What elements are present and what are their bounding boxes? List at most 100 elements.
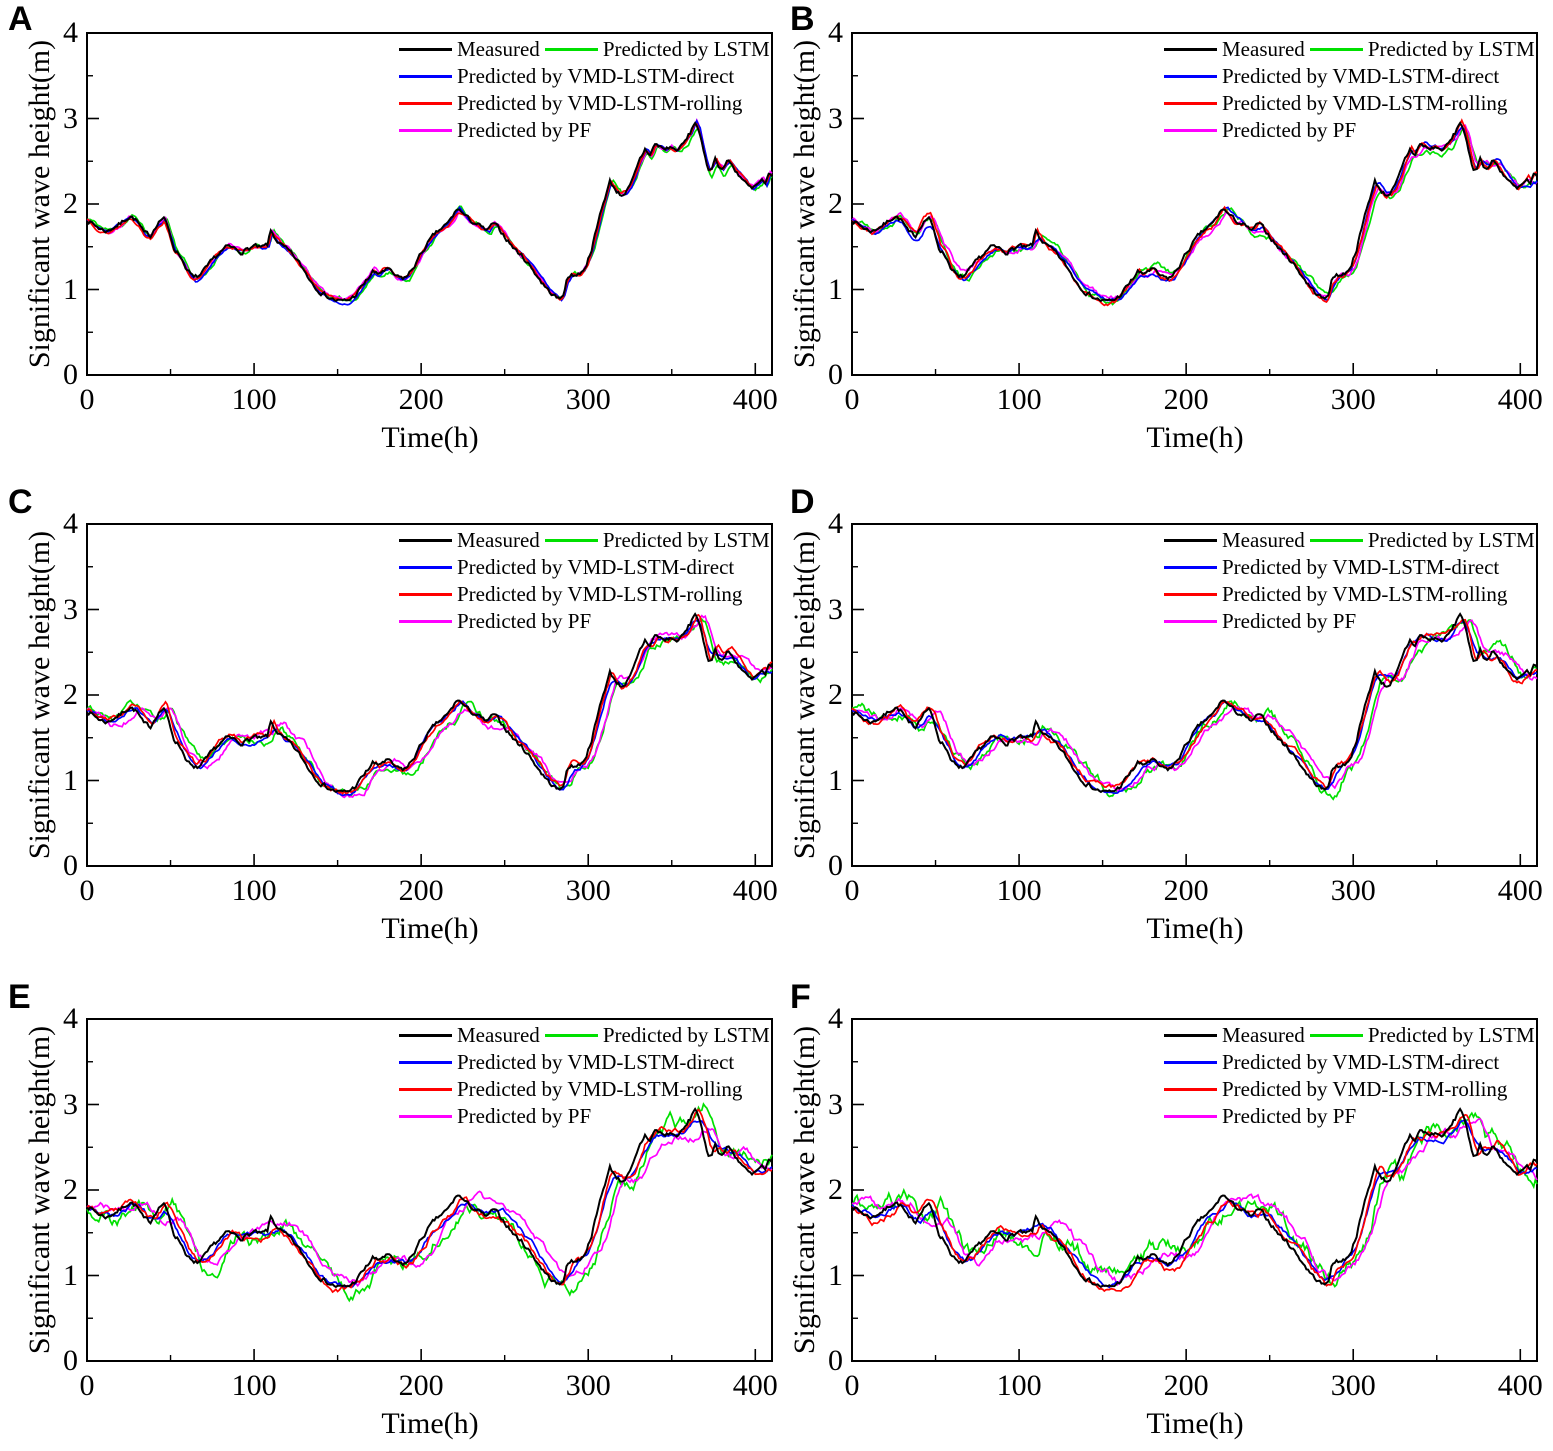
series-vmd-lstm-direct: [851, 1118, 1538, 1289]
panel-c: C Significant wave height(m) Time(h) Mea…: [0, 485, 788, 956]
legend-entry-lstm: Predicted by LSTM: [544, 1023, 770, 1048]
y-tick-label: 3: [828, 1087, 843, 1121]
legend-row: Measured Predicted by LSTM: [399, 36, 770, 63]
series-pf: [851, 1118, 1538, 1287]
legend-label: Predicted by VMD-LSTM-direct: [457, 555, 735, 579]
x-axis-title: Time(h): [381, 421, 479, 454]
x-axis-title: Time(h): [1146, 421, 1244, 454]
legend-label: Predicted by VMD-LSTM-direct: [1222, 1050, 1500, 1074]
y-tick-label: 2: [63, 1173, 78, 1206]
y-tick-label: 3: [63, 101, 78, 135]
x-axis-title: Time(h): [1146, 912, 1244, 945]
panel-d: D Significant wave height(m) Time(h) Mea…: [765, 485, 1553, 956]
legend-entry-pf: Predicted by PF: [399, 118, 591, 143]
legend-line-measured: [1164, 1034, 1217, 1037]
legend: Measured Predicted by LSTM Predicted by VM…: [1164, 36, 1535, 144]
y-tick-label: 0: [828, 849, 843, 882]
x-tick-label: 200: [398, 1369, 444, 1402]
legend-entry-vmd-lstm-rolling: Predicted by VMD-LSTM-rolling: [1164, 582, 1507, 607]
plot-area: [86, 1018, 773, 1362]
y-tick-label: 3: [828, 592, 843, 626]
series-measured: [86, 121, 773, 303]
legend-line-measured: [399, 1034, 452, 1037]
x-axis-title: Time(h): [1146, 1407, 1244, 1440]
legend-label: Predicted by LSTM: [602, 37, 770, 61]
legend-entry-lstm: Predicted by LSTM: [1309, 1023, 1535, 1048]
legend-row: Predicted by PF: [1164, 608, 1535, 635]
y-tick-label: 1: [63, 272, 78, 306]
legend-line-lstm: [544, 539, 598, 542]
y-tick-label: 2: [828, 1173, 843, 1206]
series-vmd-lstm-rolling: [851, 118, 1538, 307]
panel-a: A Significant wave height(m) Time(h) Mea…: [0, 0, 788, 465]
x-tick-label: 400: [1497, 1369, 1543, 1402]
legend-entry-pf: Predicted by PF: [1164, 609, 1356, 634]
series-pf: [86, 1127, 773, 1288]
x-tick-label: 0: [844, 874, 860, 907]
series-measured: [851, 612, 1538, 794]
x-tick-label: 400: [1497, 383, 1543, 416]
legend: Measured Predicted by LSTM Predicted by VM…: [1164, 1022, 1535, 1130]
legend-label: Measured: [1222, 1023, 1305, 1047]
legend-row: Predicted by VMD-LSTM-direct: [399, 554, 770, 581]
legend-line-vmd-lstm-rolling: [1164, 102, 1217, 105]
legend-entry-pf: Predicted by PF: [399, 1104, 591, 1129]
series-lstm: [851, 128, 1538, 306]
legend-entry-pf: Predicted by PF: [1164, 118, 1356, 143]
legend-label: Predicted by PF: [1222, 1104, 1357, 1128]
x-tick-label: 400: [1497, 874, 1543, 907]
legend-row: Predicted by VMD-LSTM-rolling: [399, 581, 770, 608]
legend-entry-measured: Measured: [1164, 1023, 1305, 1048]
legend-entry-measured: Measured: [399, 1023, 540, 1048]
x-tick-label: 200: [1163, 1369, 1209, 1402]
series-measured: [86, 612, 773, 794]
legend-line-lstm: [1309, 1034, 1363, 1037]
legend-line-measured: [399, 539, 452, 542]
legend-entry-lstm: Predicted by LSTM: [544, 528, 770, 553]
x-tick-label: 0: [79, 383, 95, 416]
series-vmd-lstm-direct: [851, 620, 1538, 795]
legend-line-lstm: [1309, 48, 1363, 51]
series-measured: [86, 1107, 773, 1289]
y-tick-label: 3: [63, 1087, 78, 1121]
legend-label: Predicted by LSTM: [1367, 528, 1535, 552]
legend-line-measured: [399, 48, 452, 51]
legend-line-vmd-lstm-direct: [399, 1061, 452, 1064]
legend-row: Predicted by VMD-LSTM-rolling: [1164, 581, 1535, 608]
y-tick-label: 4: [828, 507, 843, 540]
legend-line-lstm: [544, 48, 598, 51]
x-tick-label: 100: [996, 383, 1042, 416]
x-tick-label: 300: [565, 874, 611, 907]
legend-line-lstm: [1309, 539, 1363, 542]
legend-line-pf: [399, 1115, 452, 1118]
plot-area: [851, 32, 1538, 376]
y-tick-label: 4: [63, 16, 78, 49]
legend-entry-measured: Measured: [399, 37, 540, 62]
y-tick-label: 1: [828, 763, 843, 797]
y-tick-label: 2: [63, 187, 78, 220]
y-tick-label: 4: [63, 1002, 78, 1035]
legend-entry-lstm: Predicted by LSTM: [544, 37, 770, 62]
series-vmd-lstm-rolling: [86, 613, 773, 795]
legend-row: Predicted by VMD-LSTM-direct: [1164, 63, 1535, 90]
plot-area: [851, 523, 1538, 867]
y-tick-label: 4: [828, 1002, 843, 1035]
legend-row: Predicted by VMD-LSTM-direct: [1164, 554, 1535, 581]
legend-row: Predicted by VMD-LSTM-rolling: [399, 90, 770, 117]
legend-row: Measured Predicted by LSTM: [1164, 36, 1535, 63]
panel-letter: B: [790, 0, 815, 38]
legend-line-vmd-lstm-direct: [1164, 566, 1217, 569]
series-lstm: [851, 619, 1538, 801]
y-tick-label: 0: [828, 1344, 843, 1377]
legend-label: Measured: [1222, 528, 1305, 552]
legend-label: Measured: [1222, 37, 1305, 61]
legend-label: Predicted by PF: [1222, 609, 1357, 633]
legend-line-vmd-lstm-direct: [1164, 75, 1217, 78]
x-tick-label: 300: [1330, 383, 1376, 416]
x-tick-label: 100: [996, 874, 1042, 907]
x-tick-label: 100: [996, 1369, 1042, 1402]
legend-label: Predicted by LSTM: [1367, 1023, 1535, 1047]
x-axis-title: Time(h): [381, 912, 479, 945]
x-tick-label: 400: [732, 874, 778, 907]
plot-area: [86, 32, 773, 376]
